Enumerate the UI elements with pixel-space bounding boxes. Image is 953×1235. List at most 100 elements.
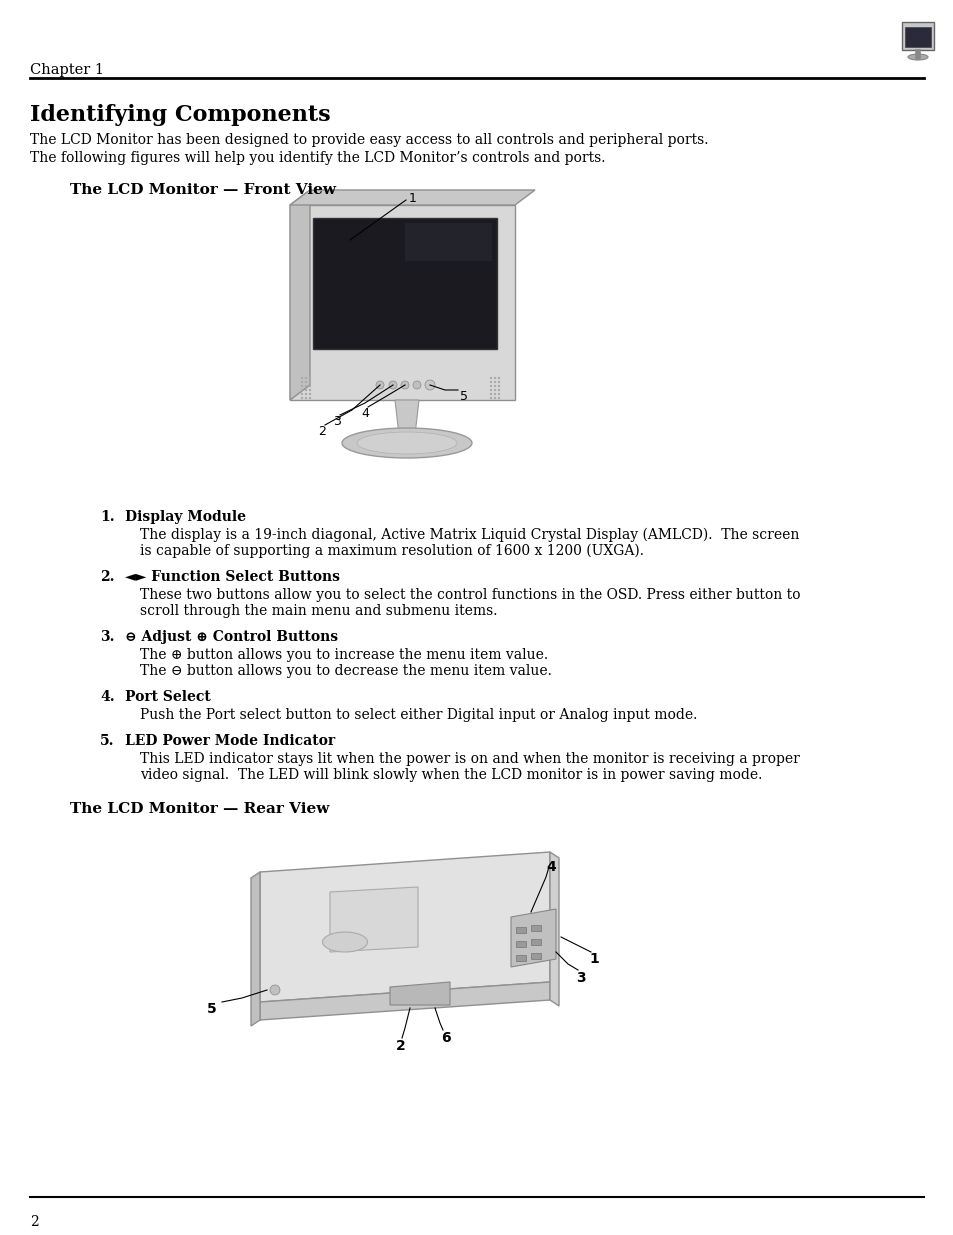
Text: This LED indicator stays lit when the power is on and when the monitor is receiv: This LED indicator stays lit when the po… [140, 752, 799, 766]
Text: is capable of supporting a maximum resolution of 1600 x 1200 (UXGA).: is capable of supporting a maximum resol… [140, 543, 643, 558]
Polygon shape [251, 872, 260, 1026]
Ellipse shape [322, 932, 367, 952]
Polygon shape [405, 224, 492, 261]
Bar [531, 925, 540, 931]
Circle shape [300, 380, 303, 383]
Circle shape [497, 389, 499, 391]
Polygon shape [313, 219, 497, 350]
Circle shape [489, 389, 492, 391]
Text: The display is a 19-inch diagonal, Active Matrix Liquid Crystal Display (AMLCD).: The display is a 19-inch diagonal, Activ… [140, 529, 799, 542]
Text: The ⊖ button allows you to decrease the menu item value.: The ⊖ button allows you to decrease the … [140, 664, 551, 678]
Bar [516, 927, 525, 932]
Bar [531, 953, 540, 960]
Text: 4.: 4. [100, 690, 114, 704]
Text: 2: 2 [395, 1039, 405, 1053]
Text: 3.: 3. [100, 630, 114, 643]
Polygon shape [550, 852, 558, 1007]
Circle shape [300, 385, 303, 388]
Circle shape [494, 389, 496, 391]
Circle shape [304, 389, 307, 391]
Text: Chapter 1: Chapter 1 [30, 63, 104, 77]
Text: scroll through the main menu and submenu items.: scroll through the main menu and submenu… [140, 604, 497, 618]
Bar [516, 941, 525, 947]
Text: 5: 5 [207, 1002, 216, 1016]
Circle shape [497, 393, 499, 395]
Text: 2.: 2. [100, 571, 114, 584]
Text: The LCD Monitor has been designed to provide easy access to all controls and per: The LCD Monitor has been designed to pro… [30, 133, 708, 147]
Circle shape [494, 396, 496, 399]
Text: LED Power Mode Indicator: LED Power Mode Indicator [125, 734, 335, 748]
Circle shape [304, 377, 307, 379]
Polygon shape [290, 190, 310, 400]
Circle shape [489, 385, 492, 388]
Circle shape [304, 385, 307, 388]
Text: 4: 4 [545, 860, 556, 874]
Polygon shape [290, 190, 535, 205]
Polygon shape [395, 400, 418, 435]
Circle shape [270, 986, 280, 995]
Bar [904, 27, 930, 47]
Ellipse shape [907, 54, 927, 61]
Circle shape [489, 377, 492, 379]
Text: 5.: 5. [100, 734, 114, 748]
Circle shape [497, 380, 499, 383]
Text: 3: 3 [333, 415, 340, 429]
Bar [531, 939, 540, 945]
Circle shape [497, 385, 499, 388]
Text: video signal.  The LED will blink slowly when the LCD monitor is in power saving: video signal. The LED will blink slowly … [140, 768, 761, 782]
Polygon shape [511, 909, 556, 967]
Text: These two buttons allow you to select the control functions in the OSD. Press ei: These two buttons allow you to select th… [140, 588, 800, 601]
Ellipse shape [341, 429, 472, 458]
Circle shape [494, 385, 496, 388]
Circle shape [494, 380, 496, 383]
Polygon shape [290, 205, 515, 400]
Text: 2: 2 [30, 1215, 39, 1229]
Circle shape [300, 393, 303, 395]
Text: 4: 4 [360, 408, 369, 420]
Circle shape [497, 377, 499, 379]
Circle shape [309, 380, 311, 383]
Polygon shape [390, 982, 450, 1005]
Circle shape [489, 380, 492, 383]
Text: Display Module: Display Module [125, 510, 246, 524]
Bar [516, 955, 525, 961]
Circle shape [300, 389, 303, 391]
Circle shape [309, 377, 311, 379]
Circle shape [309, 385, 311, 388]
Text: 2: 2 [317, 425, 326, 438]
Circle shape [309, 393, 311, 395]
Text: Push the Port select button to select either Digital input or Analog input mode.: Push the Port select button to select ei… [140, 708, 697, 722]
Text: 1: 1 [409, 191, 416, 205]
Circle shape [494, 393, 496, 395]
Circle shape [304, 380, 307, 383]
Text: The following figures will help you identify the LCD Monitor’s controls and port: The following figures will help you iden… [30, 151, 605, 165]
Ellipse shape [356, 432, 456, 454]
Text: 5: 5 [459, 390, 468, 403]
Text: The LCD Monitor — Rear View: The LCD Monitor — Rear View [70, 802, 329, 816]
Circle shape [304, 396, 307, 399]
Text: 3: 3 [576, 971, 585, 986]
Circle shape [400, 382, 409, 389]
Circle shape [389, 382, 396, 389]
Circle shape [375, 382, 384, 389]
Circle shape [489, 396, 492, 399]
Text: The ⊕ button allows you to increase the menu item value.: The ⊕ button allows you to increase the … [140, 648, 548, 662]
Circle shape [309, 389, 311, 391]
Circle shape [300, 396, 303, 399]
Circle shape [304, 393, 307, 395]
Polygon shape [260, 852, 550, 1002]
Text: ◄► Function Select Buttons: ◄► Function Select Buttons [125, 571, 339, 584]
Polygon shape [330, 887, 417, 952]
Circle shape [309, 396, 311, 399]
Text: 6: 6 [440, 1031, 450, 1045]
Circle shape [413, 382, 420, 389]
Text: ⊖ Adjust ⊕ Control Buttons: ⊖ Adjust ⊕ Control Buttons [125, 630, 337, 643]
Circle shape [489, 393, 492, 395]
Circle shape [300, 377, 303, 379]
Circle shape [497, 396, 499, 399]
Text: The LCD Monitor — Front View: The LCD Monitor — Front View [70, 183, 335, 198]
Text: 1: 1 [588, 952, 598, 966]
Text: Identifying Components: Identifying Components [30, 104, 331, 126]
Text: Port Select: Port Select [125, 690, 211, 704]
Circle shape [424, 380, 435, 390]
